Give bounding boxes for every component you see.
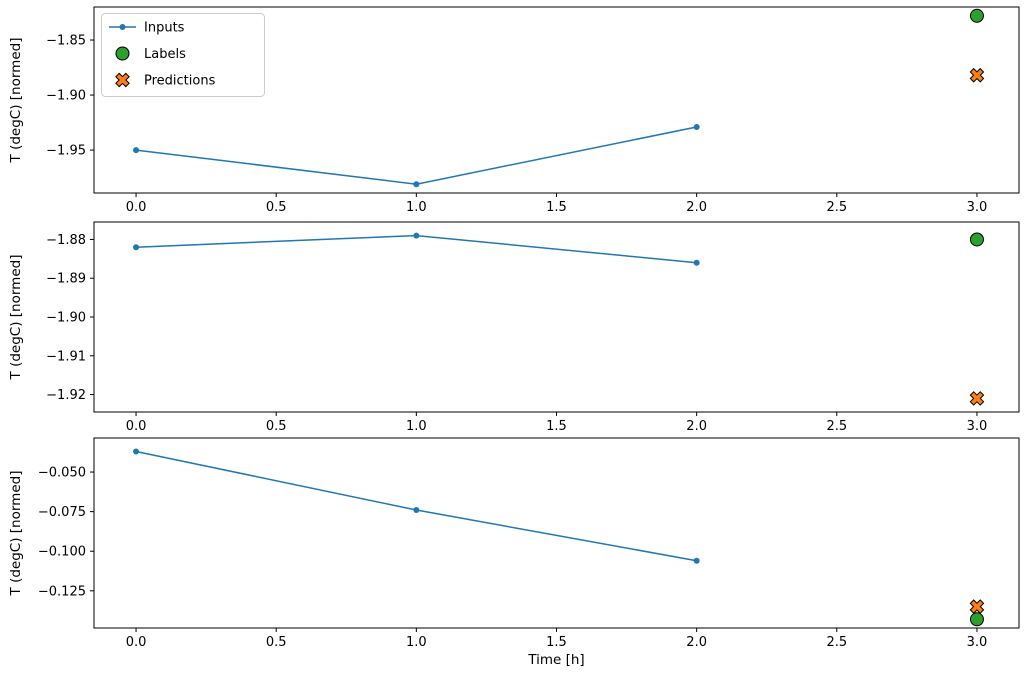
plot-area [93, 437, 1020, 629]
legend-box [101, 13, 265, 97]
x-marker [969, 599, 985, 614]
x-axis-label: Time [h] [527, 652, 584, 668]
y-tick-label: −1.95 [46, 144, 86, 159]
plot-area [93, 221, 1020, 413]
x-tick-label: 0.0 [126, 419, 147, 434]
legend-label: Predictions [144, 74, 216, 89]
inputs-point [413, 232, 420, 239]
x-tick-label: 0.5 [266, 635, 287, 650]
series-inputs [133, 448, 700, 564]
y-tick-label: −1.90 [46, 311, 86, 326]
x-tick-label: 3.0 [967, 419, 988, 434]
subplot-3: 0.0 0.5 1.0 1.5 2.0 2.5 3.0 −0.050 −0.075 −0.100 −… [8, 437, 1020, 668]
circle-marker [969, 8, 984, 23]
circle-marker [969, 232, 984, 247]
series-predictions [969, 391, 985, 406]
circle-marker [969, 612, 984, 627]
y-tick-label: −1.89 [46, 272, 86, 287]
series-inputs [133, 232, 700, 266]
legend: Inputs Labels Predictions [101, 13, 265, 97]
x-tick-label: 1.0 [406, 419, 427, 434]
x-tick-label: 0.0 [126, 635, 147, 650]
x-tick-label: 1.5 [546, 200, 567, 215]
x-tick-label: 2.0 [686, 635, 707, 650]
x-tick-label: 1.0 [406, 200, 427, 215]
x-tick-label: 2.5 [826, 419, 847, 434]
inputs-point [693, 123, 700, 130]
x-tick-label: 1.5 [546, 419, 567, 434]
x-tick-label: 2.0 [686, 200, 707, 215]
y-tick-label: −0.100 [38, 545, 86, 560]
series-labels [969, 8, 984, 23]
inputs-point [133, 147, 140, 154]
circle-marker [115, 46, 130, 61]
x-marker [969, 391, 985, 406]
legend-label: Labels [144, 47, 186, 62]
x-tick-label: 0.5 [266, 419, 287, 434]
inputs-point [693, 557, 700, 564]
y-tick-label: −1.88 [46, 233, 86, 248]
y-axis-label: T (degC) [normed] [8, 255, 24, 381]
y-tick-label: −1.90 [46, 89, 86, 104]
x-tick-label: 2.0 [686, 419, 707, 434]
inputs-point [413, 181, 420, 188]
inputs-point [133, 448, 140, 455]
legend-dot-sample [119, 24, 126, 30]
subplot-2: 0.0 0.5 1.0 1.5 2.0 2.5 3.0 −1.88 −1.89 −1.90 −1.9… [8, 221, 1020, 434]
legend-label: Inputs [144, 21, 185, 36]
x-tick-label: 0.0 [126, 200, 147, 215]
x-tick-label: 1.0 [406, 635, 427, 650]
y-axis-label: T (degC) [normed] [8, 471, 24, 597]
y-tick-label: −1.85 [46, 34, 86, 49]
y-axis-label: T (degC) [normed] [8, 38, 24, 164]
x-marker [115, 72, 130, 88]
series-predictions [969, 67, 985, 83]
x-tick-label: 3.0 [967, 635, 988, 650]
series-predictions [969, 599, 985, 614]
y-tick-label: −1.91 [46, 349, 86, 364]
series-labels [969, 232, 984, 247]
x-tick-label: 0.5 [266, 200, 287, 215]
y-tick-label: −1.92 [46, 388, 86, 403]
x-tick-label: 1.5 [546, 635, 567, 650]
x-marker [969, 67, 985, 83]
inputs-point [133, 244, 140, 251]
y-tick-label: −0.075 [38, 505, 86, 520]
y-tick-label: −0.125 [38, 584, 86, 599]
x-tick-label: 2.5 [826, 635, 847, 650]
y-tick-label: −0.050 [38, 466, 86, 481]
inputs-point [693, 259, 700, 266]
inputs-point [413, 507, 420, 514]
series-labels [969, 612, 984, 627]
x-tick-label: 3.0 [967, 200, 988, 215]
x-tick-label: 2.5 [826, 200, 847, 215]
series-inputs [133, 123, 700, 188]
